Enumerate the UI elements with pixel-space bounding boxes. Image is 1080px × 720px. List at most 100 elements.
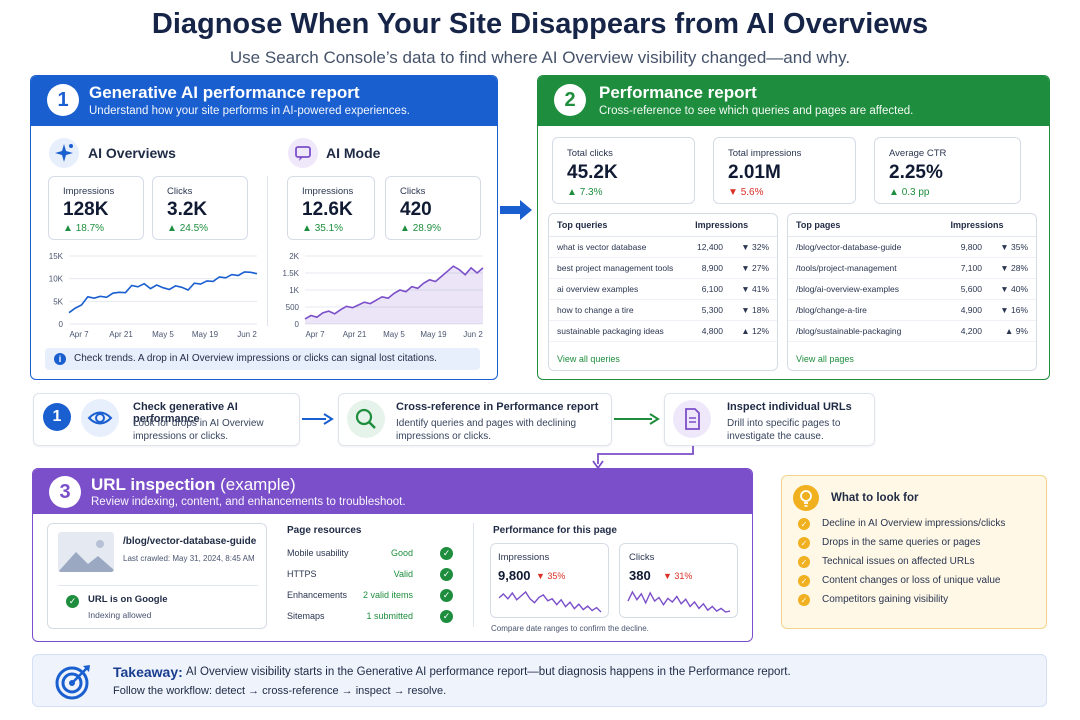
ai-overviews-label: AI Overviews: [88, 145, 176, 161]
info-icon: i: [54, 353, 66, 365]
page-clicks-card: Clicks 380 ▼ 31%: [619, 543, 738, 618]
series-line: [304, 265, 484, 320]
x-tick-label: Apr 21: [109, 330, 133, 339]
compare-note: Compare date ranges to confirm the decli…: [491, 624, 649, 633]
workflow-step-cross-reference[interactable]: Cross-reference in Performance report Id…: [338, 393, 612, 446]
step-number: 2: [554, 84, 586, 116]
performance-report-panel: 2 Performance report Cross-reference to …: [537, 75, 1050, 380]
lightbulb-icon: [793, 485, 819, 511]
step-number: 1: [43, 403, 71, 431]
metric-label: Clicks: [167, 186, 193, 197]
step-title: Cross-reference in Performance report: [396, 401, 599, 413]
table-row[interactable]: ai overview examples 6,100 ▼ 41%: [549, 278, 777, 300]
view-all-pages-link[interactable]: View all pages: [796, 354, 854, 364]
takeaway-workflow: Follow the workflow: detect → cross-refe…: [113, 685, 447, 697]
panel-title: Generative AI performance report: [89, 83, 360, 102]
ai-mode-clicks-card: Clicks 420 ▲ 28.9%: [385, 176, 481, 240]
resource-row: Enhancements 2 valid items ✓: [279, 585, 459, 606]
list-item: ✓ Drops in the same queries or pages: [798, 537, 1038, 557]
column-header[interactable]: Impressions: [942, 214, 1036, 237]
page-resources: Page resources Mobile usability Good ✓ HTT…: [279, 523, 469, 629]
x-tick-label: Apr 21: [343, 330, 367, 339]
page-impressions-card: Impressions 9,800 ▼ 35%: [490, 543, 609, 618]
row-name: /tools/project-management: [788, 257, 943, 279]
kpi-value: 45.2K: [567, 162, 618, 183]
row-change: ▼ 18%: [731, 299, 777, 321]
row-change: ▼ 16%: [990, 299, 1036, 321]
x-tick-label: Jun 2: [463, 330, 483, 339]
check-icon: ✓: [66, 595, 79, 608]
column-header[interactable]: Top pages: [788, 214, 943, 237]
y-tick-label: 500: [286, 303, 300, 312]
table-row[interactable]: /blog/sustainable-packaging 4,200 ▲ 9%: [788, 320, 1036, 342]
table-row[interactable]: /tools/project-management 7,100 ▼ 28%: [788, 257, 1036, 279]
x-tick-label: May 19: [192, 330, 219, 339]
page-subtitle: Use Search Console’s data to find where …: [229, 48, 851, 67]
column-header[interactable]: Impressions: [687, 214, 777, 237]
metric-change: ▲ 35.1%: [302, 223, 344, 234]
kpi-value: 2.01M: [728, 162, 781, 183]
workflow-step-inspect[interactable]: Inspect individual URLs Drill into speci…: [664, 393, 875, 446]
table-row[interactable]: /blog/vector-database-guide 9,800 ▼ 35%: [788, 236, 1036, 258]
last-crawled: Last crawled: May 31, 2024, 8:45 AM: [123, 554, 255, 563]
table-row[interactable]: /blog/change-a-tire 4,900 ▼ 16%: [788, 299, 1036, 321]
divider: [58, 585, 258, 586]
y-tick-label: 5K: [53, 297, 63, 306]
table-row[interactable]: /blog/ai-overview-examples 5,600 ▼ 40%: [788, 278, 1036, 300]
row-name: /blog/change-a-tire: [788, 299, 943, 321]
target-icon: [53, 662, 93, 702]
check-icon: ✓: [440, 610, 453, 623]
table-row[interactable]: what is vector database 12,400 ▼ 32%: [549, 236, 777, 258]
panel-subtitle: Cross-reference to see which queries and…: [599, 105, 914, 117]
section-title: Performance for this page: [493, 525, 617, 536]
section-title: What to look for: [831, 492, 919, 504]
row-name: /blog/vector-database-guide: [788, 236, 943, 258]
eye-icon: [81, 399, 119, 437]
panel-header: 1 Generative AI performance report Under…: [31, 76, 497, 126]
metric-change: ▲ 24.5%: [167, 223, 209, 234]
x-tick-label: May 19: [420, 330, 447, 339]
index-status: URL is on Google: [88, 594, 168, 605]
check-icon: ✓: [798, 518, 810, 530]
step-text: Drill into specific pages to investigate…: [727, 418, 841, 442]
kpi-total-clicks: Total clicks 45.2K ▲ 7.3%: [552, 137, 695, 204]
table-row[interactable]: best project management tools 8,900 ▼ 27%: [549, 257, 777, 279]
resource-row: Mobile usability Good ✓: [279, 543, 459, 564]
takeaway-label: Takeaway:: [113, 664, 183, 680]
column-header[interactable]: Top queries: [549, 214, 688, 237]
step-title: Check generative AI performance: [133, 401, 238, 425]
y-tick-label: 10K: [49, 275, 64, 284]
check-icon: ✓: [440, 589, 453, 602]
check-icon: ✓: [798, 556, 810, 568]
takeaway-text: AI Overview visibility starts in the Gen…: [186, 666, 791, 678]
panel-subtitle: Review indexing, content, and enhancemen…: [91, 496, 406, 508]
metric-label: Impressions: [302, 186, 354, 197]
x-tick-label: May 5: [383, 330, 405, 339]
kpi-average-ctr: Average CTR 2.25% ▲ 0.3 pp: [874, 137, 1021, 204]
row-change: ▼ 28%: [990, 257, 1036, 279]
workflow-step-check[interactable]: 1 Check generative AI performance Look f…: [33, 393, 300, 446]
table-row[interactable]: sustainable packaging ideas 4,800 ▲ 12%: [549, 320, 777, 342]
divider: [473, 523, 474, 627]
check-icon: ✓: [798, 594, 810, 606]
row-value: 6,100: [687, 278, 731, 300]
row-value: 9,800: [942, 236, 990, 258]
row-name: how to change a tire: [549, 299, 688, 321]
panel-title: Performance report: [599, 83, 757, 102]
panel-title: URL inspection (example): [91, 475, 296, 494]
ai-mode-label: AI Mode: [326, 145, 381, 161]
kpi-label: Average CTR: [889, 148, 947, 159]
kpi-change: ▼ 5.6%: [728, 187, 764, 198]
step-text: Look for drops in AI Overview impression…: [133, 418, 264, 442]
series-line: [68, 271, 258, 314]
view-all-queries-link[interactable]: View all queries: [557, 354, 620, 364]
section-title: Page resources: [287, 525, 362, 536]
row-change: ▼ 35%: [990, 236, 1036, 258]
row-value: 12,400: [687, 236, 731, 258]
sparkle-icon: [49, 138, 79, 168]
kpi-total-impressions: Total impressions 2.01M ▼ 5.6%: [713, 137, 856, 204]
chat-icon: [288, 138, 318, 168]
page-title: Diagnose When Your Site Disappears from …: [151, 8, 929, 40]
table-row[interactable]: how to change a tire 5,300 ▼ 18%: [549, 299, 777, 321]
series-area: [305, 266, 483, 324]
